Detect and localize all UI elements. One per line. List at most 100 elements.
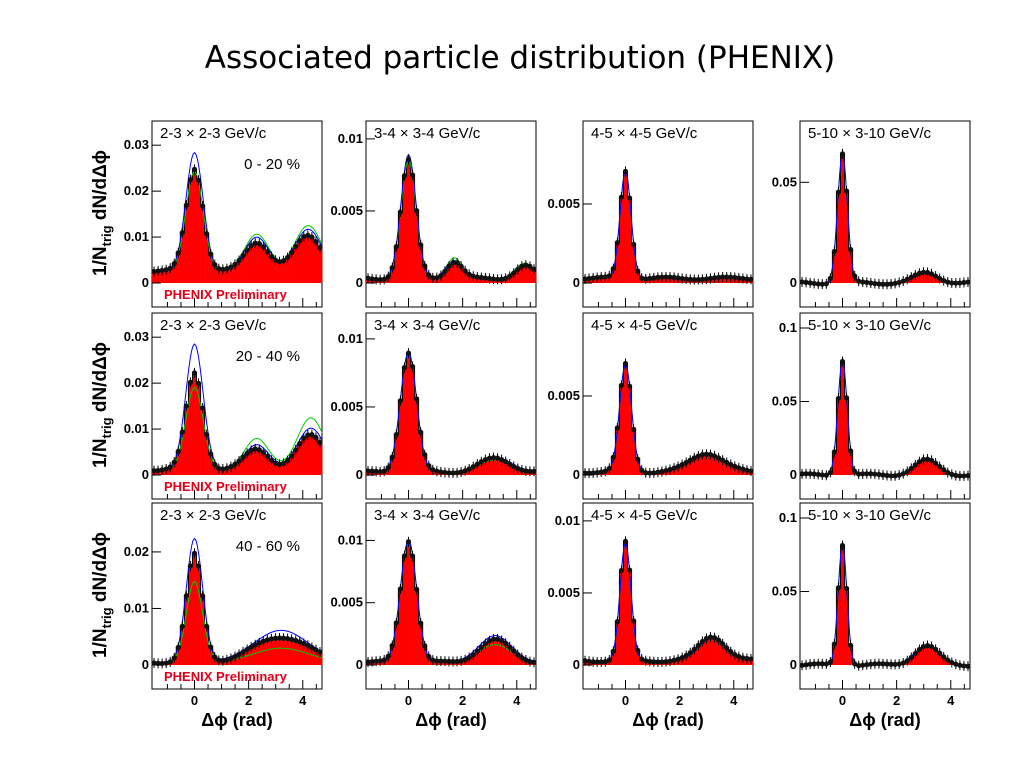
data-point bbox=[478, 274, 484, 281]
data-point bbox=[175, 448, 181, 454]
histogram-bar bbox=[925, 459, 930, 475]
data-point bbox=[831, 248, 837, 255]
data-point bbox=[454, 658, 460, 665]
histogram-bar bbox=[515, 654, 521, 665]
y-tick-label: 0.01 bbox=[124, 421, 149, 436]
histogram-bar bbox=[684, 462, 689, 475]
data-point bbox=[888, 661, 894, 667]
data-point bbox=[876, 661, 882, 667]
y-axis-title: 1/Ntrig dN/dΔϕ bbox=[90, 342, 114, 468]
data-point bbox=[503, 275, 509, 281]
data-point bbox=[159, 267, 165, 274]
data-point bbox=[933, 273, 939, 279]
histogram-bar bbox=[720, 643, 725, 665]
y-tick-label: 0 bbox=[573, 467, 580, 482]
panel-r2-c3: 0 0.05 0.1 0 2 4 5-10 × 3-10 GeV/c bbox=[772, 502, 971, 708]
data-point bbox=[373, 658, 379, 664]
histogram-bar bbox=[394, 434, 399, 475]
histogram-bar bbox=[156, 270, 161, 283]
data-point bbox=[151, 468, 157, 474]
histogram-bar bbox=[269, 460, 274, 475]
data-point bbox=[691, 276, 697, 283]
histogram-bar bbox=[495, 458, 500, 475]
data-point bbox=[365, 659, 371, 665]
data-point bbox=[450, 260, 456, 266]
y-tick-label: 0.03 bbox=[124, 329, 149, 344]
y-tick-label: 0 bbox=[790, 467, 797, 482]
data-point bbox=[482, 641, 488, 647]
data-point bbox=[268, 253, 274, 260]
data-point bbox=[924, 456, 931, 462]
data-point bbox=[313, 647, 319, 653]
histogram-bar bbox=[277, 638, 282, 665]
data-point bbox=[167, 464, 173, 470]
data-point bbox=[224, 465, 230, 471]
histogram-bar bbox=[172, 263, 177, 283]
histogram-bar bbox=[212, 464, 218, 475]
histogram-bar bbox=[220, 269, 226, 283]
data-point bbox=[957, 662, 963, 668]
data-point bbox=[232, 461, 238, 467]
data-point bbox=[618, 567, 625, 574]
data-point bbox=[393, 620, 399, 626]
x-tick-label: 2 bbox=[676, 693, 683, 708]
data-point bbox=[920, 269, 927, 275]
data-point bbox=[179, 429, 185, 435]
data-point bbox=[594, 469, 600, 476]
data-point bbox=[904, 276, 910, 282]
histogram-bar bbox=[611, 651, 616, 665]
histogram-bar bbox=[241, 651, 246, 665]
data-point bbox=[494, 636, 501, 642]
green-model-curve bbox=[152, 580, 323, 663]
data-point bbox=[675, 275, 681, 281]
data-point bbox=[167, 265, 173, 271]
data-point bbox=[699, 638, 705, 645]
data-point bbox=[191, 370, 198, 376]
data-point bbox=[224, 657, 230, 663]
data-point bbox=[928, 457, 935, 463]
data-point bbox=[276, 635, 283, 641]
data-point bbox=[531, 468, 537, 474]
y-tick-label: 0 bbox=[142, 467, 149, 482]
data-point bbox=[240, 454, 246, 460]
data-point bbox=[647, 470, 653, 476]
data-point bbox=[724, 459, 730, 466]
histogram-bar bbox=[631, 620, 636, 665]
panel-label: 3-4 × 3-4 GeV/c bbox=[374, 125, 481, 142]
data-point bbox=[272, 635, 279, 641]
data-point bbox=[276, 461, 283, 467]
data-point bbox=[912, 272, 918, 278]
data-point bbox=[280, 635, 287, 641]
histogram-bar bbox=[692, 649, 697, 665]
histogram-bar bbox=[317, 247, 323, 283]
data-point bbox=[385, 653, 391, 659]
data-point bbox=[260, 449, 266, 456]
histogram-bar bbox=[515, 269, 521, 283]
data-point bbox=[293, 447, 299, 453]
data-point bbox=[377, 277, 383, 283]
data-point bbox=[610, 266, 616, 272]
y-tick-label: 0 bbox=[142, 275, 149, 290]
data-point bbox=[663, 659, 669, 665]
data-point bbox=[856, 663, 862, 669]
data-point bbox=[385, 274, 391, 280]
data-point bbox=[647, 275, 653, 282]
histogram-bar bbox=[475, 651, 480, 665]
data-point bbox=[385, 465, 391, 471]
data-point bbox=[606, 465, 612, 471]
data-point bbox=[397, 398, 403, 404]
data-point bbox=[916, 459, 922, 465]
data-point bbox=[598, 274, 604, 280]
centrality-label: 0 - 20 % bbox=[244, 156, 300, 173]
data-point bbox=[301, 640, 307, 647]
data-point bbox=[606, 273, 612, 279]
data-point bbox=[916, 270, 922, 276]
data-point bbox=[486, 638, 493, 644]
histogram-bar bbox=[700, 641, 705, 665]
data-point bbox=[912, 650, 918, 657]
data-point bbox=[724, 645, 730, 651]
data-point bbox=[945, 657, 951, 663]
histogram-bar bbox=[293, 449, 299, 475]
x-axis-title: Δϕ (rad) bbox=[415, 710, 486, 730]
data-point bbox=[228, 655, 234, 662]
